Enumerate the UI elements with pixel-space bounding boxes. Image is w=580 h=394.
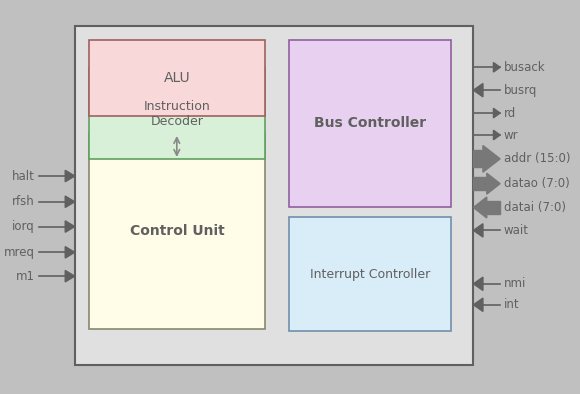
Text: m1: m1 bbox=[16, 269, 35, 282]
Text: Control Unit: Control Unit bbox=[130, 224, 224, 238]
Polygon shape bbox=[494, 108, 500, 118]
Text: wr: wr bbox=[504, 128, 519, 141]
Text: Instruction
Decoder: Instruction Decoder bbox=[144, 100, 211, 128]
Polygon shape bbox=[65, 221, 75, 232]
Polygon shape bbox=[487, 173, 500, 194]
Polygon shape bbox=[473, 277, 483, 290]
Polygon shape bbox=[473, 298, 483, 311]
Text: Interrupt Controller: Interrupt Controller bbox=[310, 268, 430, 281]
Text: wait: wait bbox=[504, 224, 529, 237]
Polygon shape bbox=[494, 63, 500, 72]
Bar bbox=[289, 40, 451, 206]
Bar bbox=[473, 177, 487, 190]
Text: iorq: iorq bbox=[12, 220, 35, 233]
Polygon shape bbox=[65, 196, 75, 208]
Polygon shape bbox=[65, 170, 75, 182]
Text: ALU: ALU bbox=[164, 71, 191, 85]
Bar bbox=[289, 217, 451, 331]
Polygon shape bbox=[473, 84, 483, 97]
Polygon shape bbox=[473, 197, 487, 218]
Text: int: int bbox=[504, 298, 520, 311]
Text: rd: rd bbox=[504, 106, 516, 119]
Text: nmi: nmi bbox=[504, 277, 526, 290]
Bar bbox=[89, 40, 266, 116]
Bar bbox=[473, 150, 483, 167]
Polygon shape bbox=[483, 145, 500, 172]
Bar bbox=[89, 133, 266, 329]
Text: datai (7:0): datai (7:0) bbox=[504, 201, 566, 214]
Text: addr (15:0): addr (15:0) bbox=[504, 152, 570, 165]
Text: rfsh: rfsh bbox=[12, 195, 35, 208]
Polygon shape bbox=[65, 247, 75, 258]
Bar bbox=[487, 201, 500, 214]
Polygon shape bbox=[65, 270, 75, 282]
Text: mreq: mreq bbox=[3, 246, 35, 259]
Bar bbox=[89, 68, 266, 159]
Polygon shape bbox=[494, 130, 500, 140]
Text: Bus Controller: Bus Controller bbox=[314, 116, 426, 130]
Text: busrq: busrq bbox=[504, 84, 537, 97]
Polygon shape bbox=[473, 224, 483, 237]
Text: busack: busack bbox=[504, 61, 546, 74]
Bar bbox=[75, 26, 473, 365]
Text: halt: halt bbox=[12, 169, 35, 182]
Text: datao (7:0): datao (7:0) bbox=[504, 177, 570, 190]
